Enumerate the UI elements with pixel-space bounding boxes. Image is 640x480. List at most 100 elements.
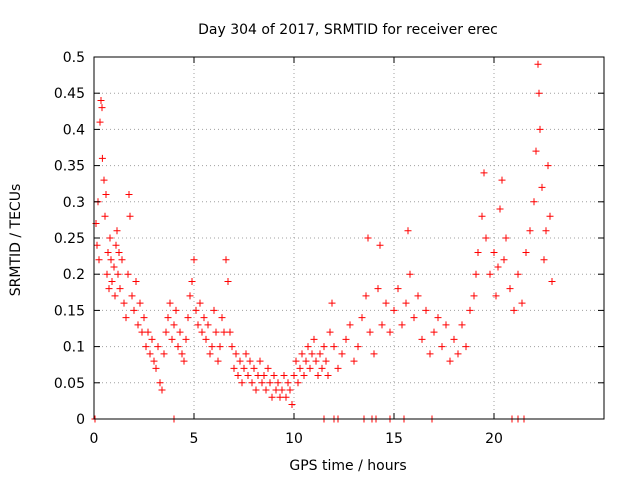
data-point — [312, 357, 320, 365]
y-tick-label: 0.45 — [54, 86, 85, 102]
data-point — [136, 299, 144, 307]
data-point — [450, 335, 458, 343]
data-point — [502, 234, 510, 242]
data-point — [410, 314, 418, 322]
data-point — [334, 364, 342, 372]
data-point — [156, 379, 164, 387]
data-point — [184, 314, 192, 322]
data-point — [130, 306, 138, 314]
data-point — [144, 328, 152, 336]
data-point — [284, 379, 292, 387]
data-point — [114, 270, 122, 278]
data-point — [374, 285, 382, 293]
data-point — [386, 328, 394, 336]
data-point — [278, 386, 286, 394]
data-point — [120, 299, 128, 307]
data-point — [328, 299, 336, 307]
data-point — [224, 277, 232, 285]
data-point — [382, 299, 390, 307]
data-point — [462, 343, 470, 351]
data-point — [500, 256, 508, 264]
grid — [94, 57, 604, 419]
data-point — [398, 321, 406, 329]
data-point — [176, 328, 184, 336]
data-points — [91, 60, 556, 423]
x-tick-label: 0 — [90, 431, 99, 447]
data-point — [111, 292, 119, 300]
data-point — [124, 270, 132, 278]
data-point — [430, 328, 438, 336]
y-tick-label: 0 — [76, 412, 85, 428]
data-point — [262, 386, 270, 394]
y-tick-label: 0.1 — [63, 340, 85, 356]
data-point — [256, 357, 264, 365]
data-point — [466, 306, 474, 314]
data-point — [142, 343, 150, 351]
data-point — [526, 227, 534, 235]
data-point — [276, 393, 284, 401]
data-point — [206, 350, 214, 358]
data-point — [128, 292, 136, 300]
data-point — [414, 292, 422, 300]
data-point — [480, 169, 488, 177]
data-point — [322, 357, 330, 365]
data-point — [362, 292, 370, 300]
data-point — [274, 379, 282, 387]
data-point — [486, 270, 494, 278]
data-point — [310, 335, 318, 343]
data-point — [326, 328, 334, 336]
data-point — [268, 393, 276, 401]
data-point — [496, 205, 504, 213]
data-point — [434, 314, 442, 322]
data-point — [126, 212, 134, 220]
y-tick-label: 0.15 — [54, 303, 85, 319]
x-tick-label: 20 — [485, 431, 503, 447]
y-tick-label: 0.35 — [54, 159, 85, 175]
data-point — [101, 212, 109, 220]
data-point — [100, 176, 108, 184]
data-point — [270, 372, 278, 380]
data-point — [318, 364, 326, 372]
data-point — [260, 372, 268, 380]
data-point — [534, 60, 542, 68]
data-point — [232, 350, 240, 358]
data-point — [394, 285, 402, 293]
data-point — [252, 386, 260, 394]
x-axis-label: GPS time / hours — [289, 458, 406, 474]
data-point — [492, 292, 500, 300]
data-point — [376, 241, 384, 249]
data-point — [164, 314, 172, 322]
data-point — [115, 248, 123, 256]
data-point — [282, 393, 290, 401]
data-point — [298, 350, 306, 358]
data-point — [116, 285, 124, 293]
data-point — [202, 335, 210, 343]
data-point — [190, 256, 198, 264]
data-point — [300, 372, 308, 380]
data-point — [166, 299, 174, 307]
data-point — [146, 350, 154, 358]
data-point — [198, 328, 206, 336]
data-point — [324, 372, 332, 380]
y-tick-label: 0.05 — [54, 376, 85, 392]
data-point — [228, 343, 236, 351]
data-point — [532, 147, 540, 155]
data-point — [266, 379, 274, 387]
data-point — [316, 350, 324, 358]
data-point — [97, 96, 105, 104]
data-point — [442, 321, 450, 329]
data-point — [220, 328, 228, 336]
data-point — [122, 314, 130, 322]
data-point — [170, 321, 178, 329]
data-point — [454, 350, 462, 358]
data-point — [330, 343, 338, 351]
data-point — [174, 343, 182, 351]
data-point — [458, 321, 466, 329]
data-point — [95, 256, 103, 264]
data-point — [192, 306, 200, 314]
data-point — [222, 256, 230, 264]
data-point — [404, 227, 412, 235]
data-point — [472, 270, 480, 278]
data-point — [292, 357, 300, 365]
